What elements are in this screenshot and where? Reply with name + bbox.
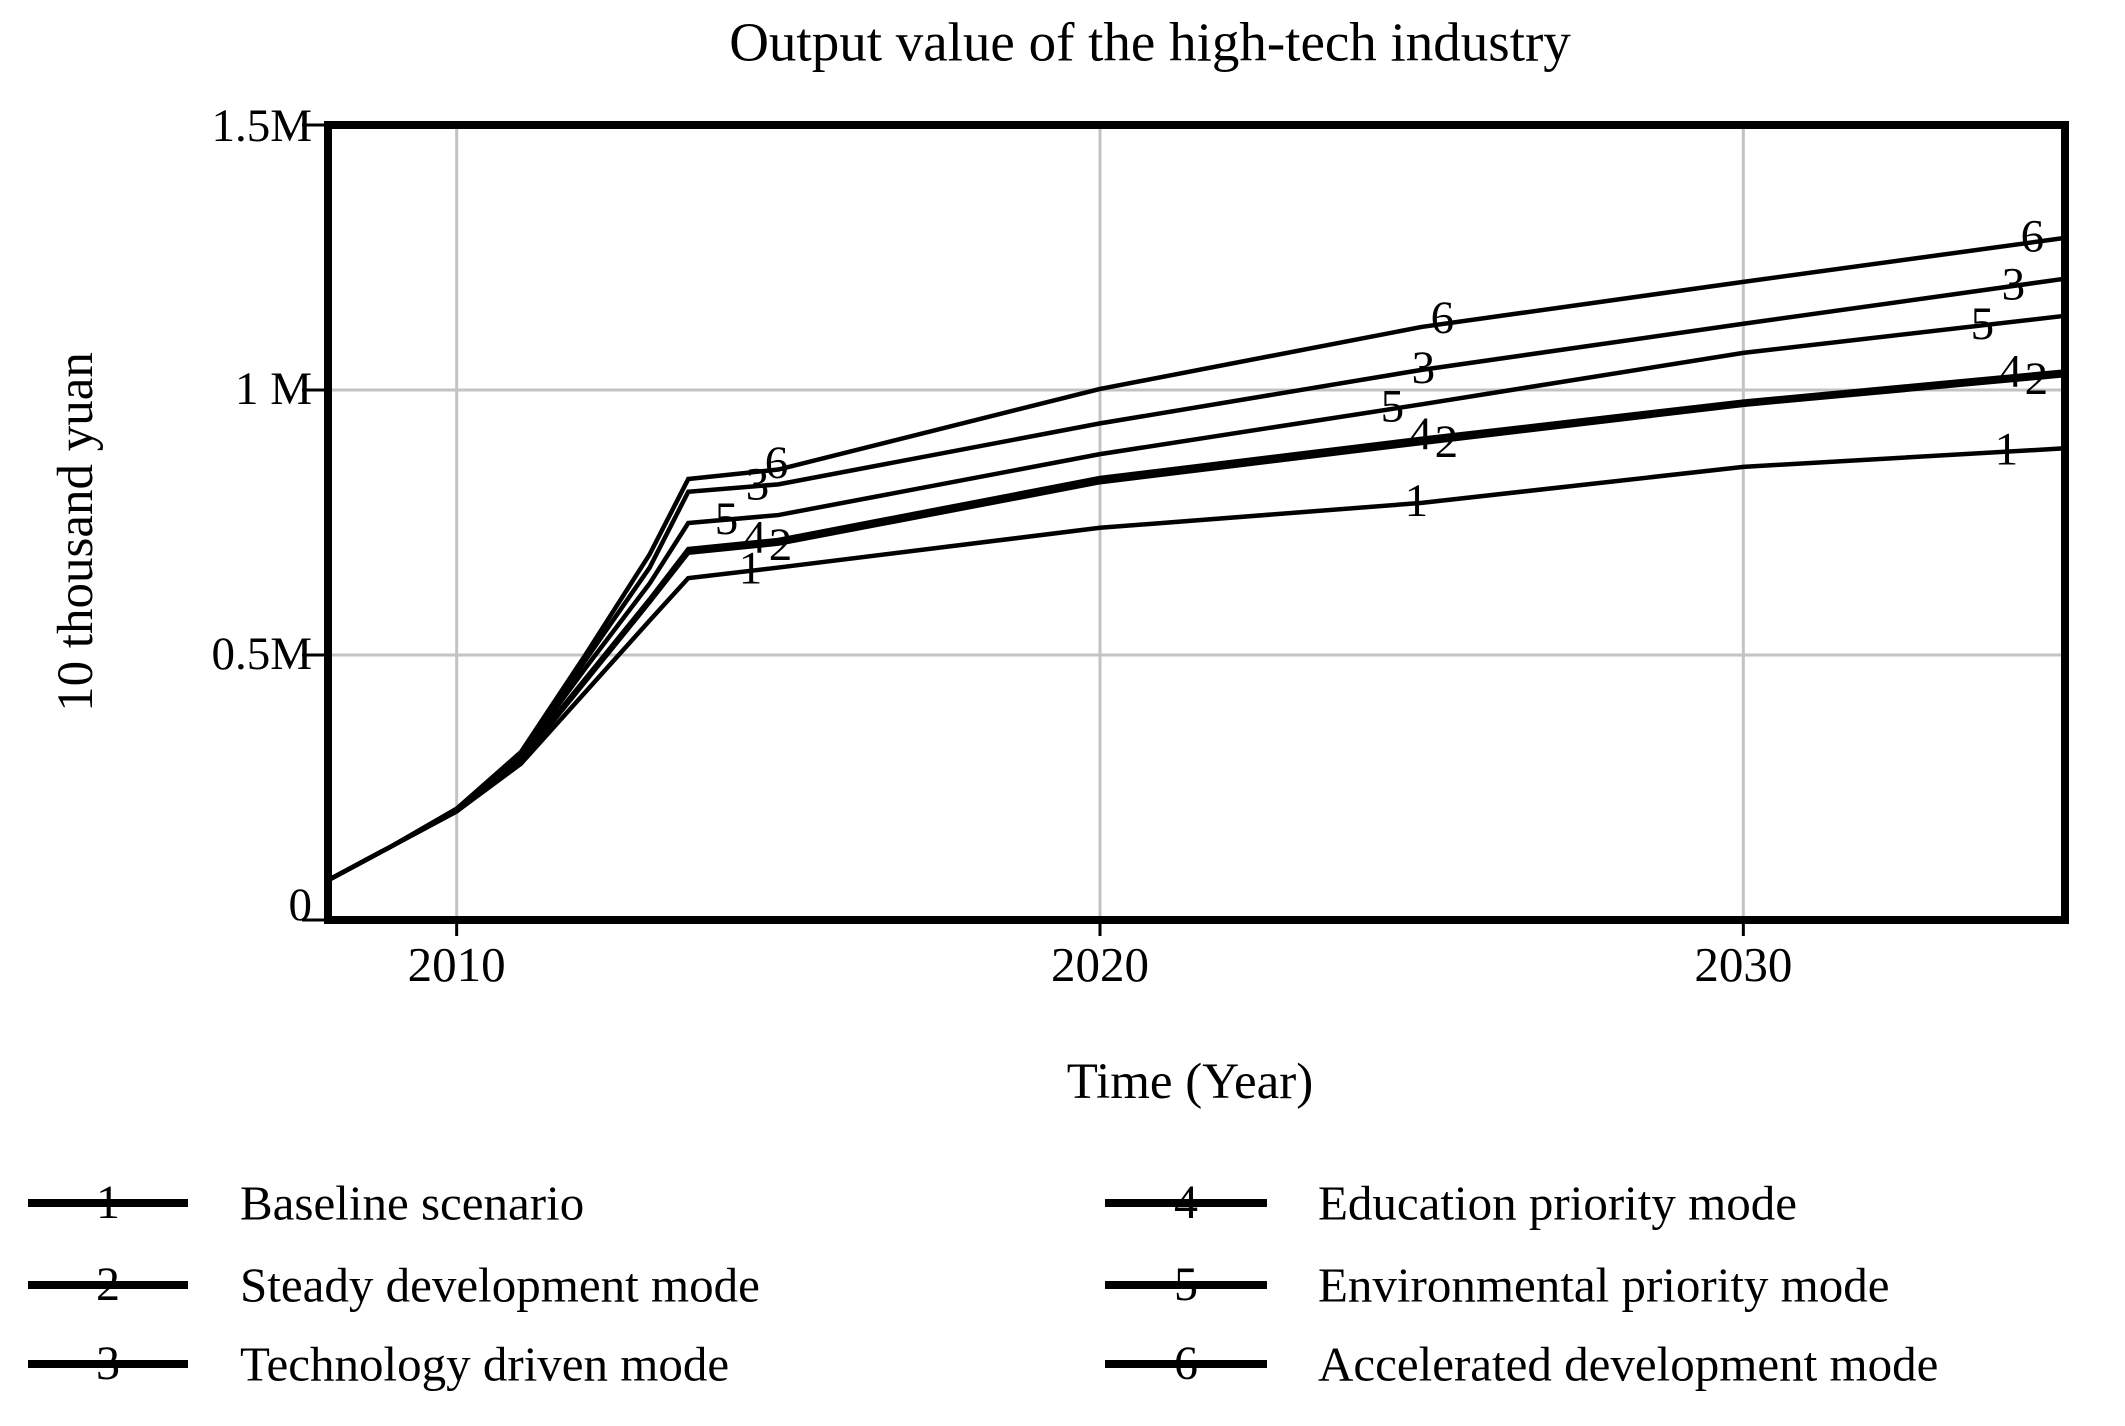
- legend-marker-line-1: [28, 1199, 188, 1207]
- legend-label-2: Steady development mode: [240, 1257, 760, 1313]
- curve-label-2: 2: [1435, 416, 1459, 468]
- legend-label-4: Education priority mode: [1318, 1175, 1797, 1231]
- legend-label-3: Technology driven mode: [240, 1336, 730, 1392]
- series-line-2: [326, 372, 2066, 883]
- curve-label-6: 6: [2021, 210, 2045, 262]
- legend-number-1: 1: [96, 1176, 120, 1229]
- curve-label-3: 3: [746, 458, 770, 510]
- legend-number-6: 6: [1174, 1337, 1198, 1390]
- legend-label-1: Baseline scenario: [240, 1175, 585, 1231]
- curve-label-5: 5: [1971, 298, 1995, 350]
- y-tick-label: 1 M: [234, 363, 312, 415]
- curve-label-4: 4: [743, 511, 767, 563]
- curve-label-1: 1: [1995, 423, 2019, 475]
- chart-title: Output value of the high-tech industry: [729, 11, 1571, 73]
- legend-label-5: Environmental priority mode: [1318, 1257, 1890, 1313]
- curve-label-6: 6: [1431, 292, 1455, 344]
- series-line-4: [326, 369, 2066, 883]
- y-tick-label: 1.5M: [211, 100, 312, 152]
- legend-label-6: Accelerated development mode: [1318, 1336, 1939, 1392]
- curve-label-1: 1: [1405, 475, 1429, 527]
- legend-marker-line-4: [1105, 1199, 1267, 1207]
- y-tick-label: 0.5M: [211, 628, 312, 680]
- y-tick-label: 0: [288, 879, 313, 931]
- x-tick-label: 2030: [1694, 937, 1793, 992]
- plot-border: [324, 121, 2069, 924]
- legend-number-4: 4: [1174, 1176, 1198, 1229]
- legend-marker-line-2: [28, 1281, 188, 1289]
- legend-number-5: 5: [1174, 1258, 1198, 1311]
- x-tick-label: 2020: [1051, 937, 1149, 992]
- legend-marker-line-3: [28, 1360, 188, 1368]
- legend-marker-line-6: [1105, 1360, 1267, 1368]
- curve-label-2: 2: [2025, 353, 2049, 405]
- x-axis-title: Time (Year): [1066, 1054, 1314, 1110]
- legend-number-3: 3: [96, 1337, 120, 1390]
- curve-label-5: 5: [1381, 381, 1405, 433]
- legend-marker-line-5: [1105, 1281, 1267, 1289]
- curve-label-3: 3: [1412, 342, 1436, 394]
- curve-label-4: 4: [1409, 408, 1433, 460]
- series-line-6: [326, 235, 2066, 883]
- curve-label-4: 4: [1999, 346, 2023, 398]
- curve-label-3: 3: [2002, 258, 2026, 310]
- curve-label-5: 5: [715, 493, 739, 545]
- x-tick-label: 2010: [407, 937, 506, 992]
- legend-number-2: 2: [96, 1258, 120, 1311]
- curve-label-1: 1: [739, 542, 763, 594]
- curve-label-2: 2: [769, 519, 793, 571]
- curve-label-6: 6: [765, 437, 789, 489]
